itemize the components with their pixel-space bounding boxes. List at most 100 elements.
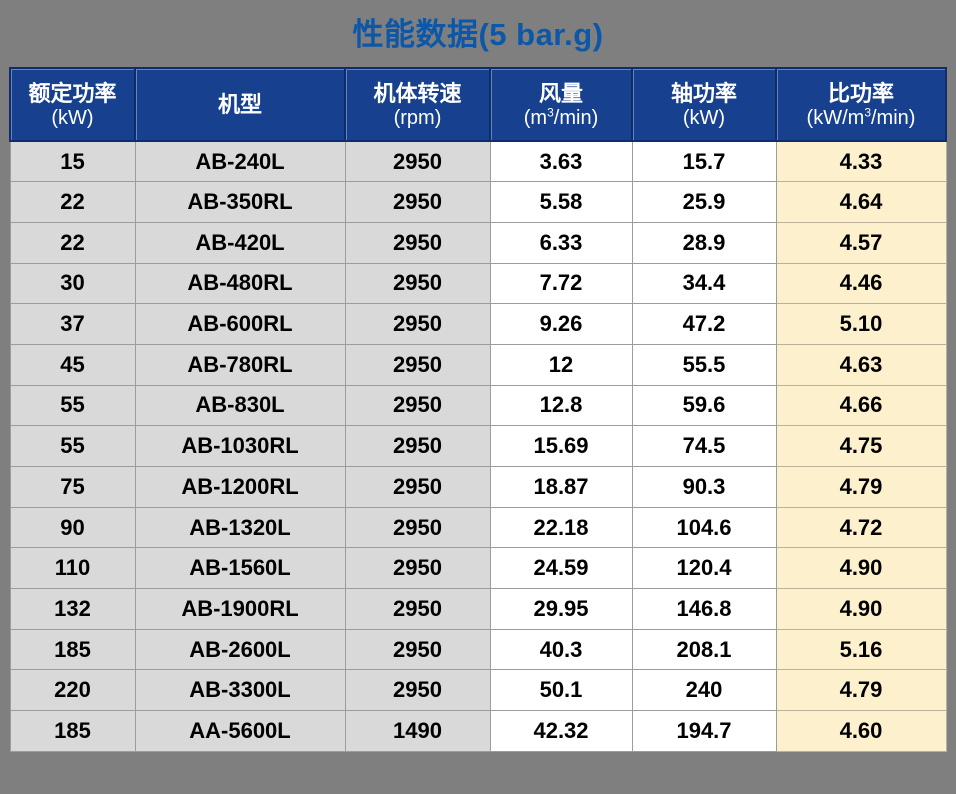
cell-model: AB-350RL [134, 181, 346, 223]
cell-model: AB-1900RL [134, 588, 346, 630]
cell-air-flow: 3.63 [489, 140, 633, 183]
cell-air-flow: 24.59 [489, 547, 633, 590]
table-row: 22 AB-420L 2950 6.33 28.9 4.57 [9, 221, 947, 264]
cell-rated-power: 90 [9, 506, 136, 549]
cell-model: AB-1320L [134, 506, 346, 549]
cell-model: AB-3300L [134, 669, 346, 712]
cell-specific-power: 4.63 [775, 343, 947, 386]
table-row: 37 AB-600RL 2950 9.26 47.2 5.10 [9, 303, 947, 345]
cell-model: AB-240L [134, 140, 346, 183]
table-row: 45 AB-780RL 2950 12 55.5 4.63 [9, 343, 947, 386]
cell-shaft-power: 47.2 [631, 303, 777, 345]
cell-air-flow: 22.18 [489, 506, 633, 549]
cell-speed: 2950 [344, 140, 491, 183]
cell-model: AB-1560L [134, 547, 346, 590]
cell-specific-power: 4.33 [775, 140, 947, 183]
cell-rated-power: 110 [9, 547, 136, 590]
column-label: 风量 [538, 80, 583, 106]
cell-air-flow: 12 [489, 343, 633, 386]
cell-rated-power: 15 [9, 140, 136, 183]
column-unit: (kW) [51, 107, 94, 130]
cell-speed: 2950 [344, 669, 491, 712]
column-label: 比功率 [827, 80, 894, 106]
cell-specific-power: 4.64 [775, 181, 947, 223]
table-row: 185 AB-2600L 2950 40.3 208.1 5.16 [9, 628, 947, 671]
cell-speed: 2950 [344, 547, 491, 590]
cell-specific-power: 4.79 [775, 669, 947, 712]
cell-rated-power: 22 [9, 181, 136, 223]
cell-rated-power: 185 [9, 628, 136, 671]
table-row: 15 AB-240L 2950 3.63 15.7 4.33 [9, 140, 947, 183]
cell-speed: 2950 [344, 466, 491, 508]
table-row: 132 AB-1900RL 2950 29.95 146.8 4.90 [9, 588, 947, 630]
cell-air-flow: 6.33 [489, 221, 633, 264]
column-header-model: 机型 [134, 67, 346, 142]
cell-speed: 2950 [344, 221, 491, 264]
cell-specific-power: 4.46 [775, 262, 947, 305]
table-row: 22 AB-350RL 2950 5.58 25.9 4.64 [9, 181, 947, 223]
cell-shaft-power: 240 [631, 669, 777, 712]
cell-specific-power: 4.75 [775, 425, 947, 467]
cell-speed: 2950 [344, 628, 491, 671]
performance-table: 额定功率 (kW) 机型 机体转速 (rpm) 风量 (m3/min) 轴功率 (kW) 比功率(… [9, 67, 947, 752]
column-header-air-flow: 风量 (m3/min) [489, 67, 633, 142]
cell-speed: 1490 [344, 710, 491, 752]
cell-shaft-power: 120.4 [631, 547, 777, 590]
cell-shaft-power: 28.9 [631, 221, 777, 264]
cell-specific-power: 4.79 [775, 466, 947, 508]
cell-shaft-power: 194.7 [631, 710, 777, 752]
column-label: 机型 [217, 91, 262, 117]
cell-air-flow: 50.1 [489, 669, 633, 712]
column-unit: (rpm) [393, 107, 442, 130]
cell-air-flow: 5.58 [489, 181, 633, 223]
header-row: 额定功率 (kW) 机型 机体转速 (rpm) 风量 (m3/min) 轴功率 (kW) 比功率(… [9, 67, 947, 142]
cell-model: AA-5600L [134, 710, 346, 752]
column-label: 机体转速 [373, 80, 462, 106]
page-title: 性能数据(5 bar.g) [352, 17, 604, 52]
cell-specific-power: 4.66 [775, 384, 947, 427]
table-row: 75 AB-1200RL 2950 18.87 90.3 4.79 [9, 466, 947, 508]
cell-shaft-power: 104.6 [631, 506, 777, 549]
cell-specific-power: 4.90 [775, 588, 947, 630]
page: 性能数据(5 bar.g) 额定功率 (kW) 机型 机体转速 (rpm) 风量 (m3/m… [0, 9, 956, 752]
cell-air-flow: 15.69 [489, 425, 633, 467]
table-row: 110 AB-1560L 2950 24.59 120.4 4.90 [9, 547, 947, 590]
cell-shaft-power: 55.5 [631, 343, 777, 386]
cell-air-flow: 7.72 [489, 262, 633, 305]
cell-specific-power: 5.16 [775, 628, 947, 671]
cell-air-flow: 12.8 [489, 384, 633, 427]
column-label: 额定功率 [28, 80, 117, 106]
cell-speed: 2950 [344, 262, 491, 305]
cell-model: AB-600RL [134, 303, 346, 345]
cell-rated-power: 55 [9, 425, 136, 467]
cell-shaft-power: 146.8 [631, 588, 777, 630]
table-header: 额定功率 (kW) 机型 机体转速 (rpm) 风量 (m3/min) 轴功率 (kW) 比功率(… [9, 67, 947, 142]
cell-model: AB-1200RL [134, 466, 346, 508]
cell-speed: 2950 [344, 343, 491, 386]
cell-air-flow: 9.26 [489, 303, 633, 345]
cell-rated-power: 22 [9, 221, 136, 264]
cell-shaft-power: 90.3 [631, 466, 777, 508]
cell-shaft-power: 74.5 [631, 425, 777, 467]
cell-model: AB-2600L [134, 628, 346, 671]
column-unit: (m3/min) [523, 105, 599, 130]
cell-rated-power: 185 [9, 710, 136, 752]
cell-specific-power: 4.60 [775, 710, 947, 752]
cell-speed: 2950 [344, 181, 491, 223]
table-row: 55 AB-830L 2950 12.8 59.6 4.66 [9, 384, 947, 427]
cell-shaft-power: 208.1 [631, 628, 777, 671]
cell-air-flow: 40.3 [489, 628, 633, 671]
table-row: 30 AB-480RL 2950 7.72 34.4 4.46 [9, 262, 947, 305]
cell-shaft-power: 25.9 [631, 181, 777, 223]
table-row: 185 AA-5600L 1490 42.32 194.7 4.60 [9, 710, 947, 752]
cell-shaft-power: 34.4 [631, 262, 777, 305]
cell-speed: 2950 [344, 303, 491, 345]
column-header-speed: 机体转速 (rpm) [344, 67, 491, 142]
cell-specific-power: 4.57 [775, 221, 947, 264]
cell-speed: 2950 [344, 506, 491, 549]
cell-rated-power: 37 [9, 303, 136, 345]
cell-rated-power: 55 [9, 384, 136, 427]
cell-air-flow: 42.32 [489, 710, 633, 752]
table-body: 15 AB-240L 2950 3.63 15.7 4.33 22 AB-350RL 2950 5… [9, 140, 947, 752]
cell-specific-power: 5.10 [775, 303, 947, 345]
